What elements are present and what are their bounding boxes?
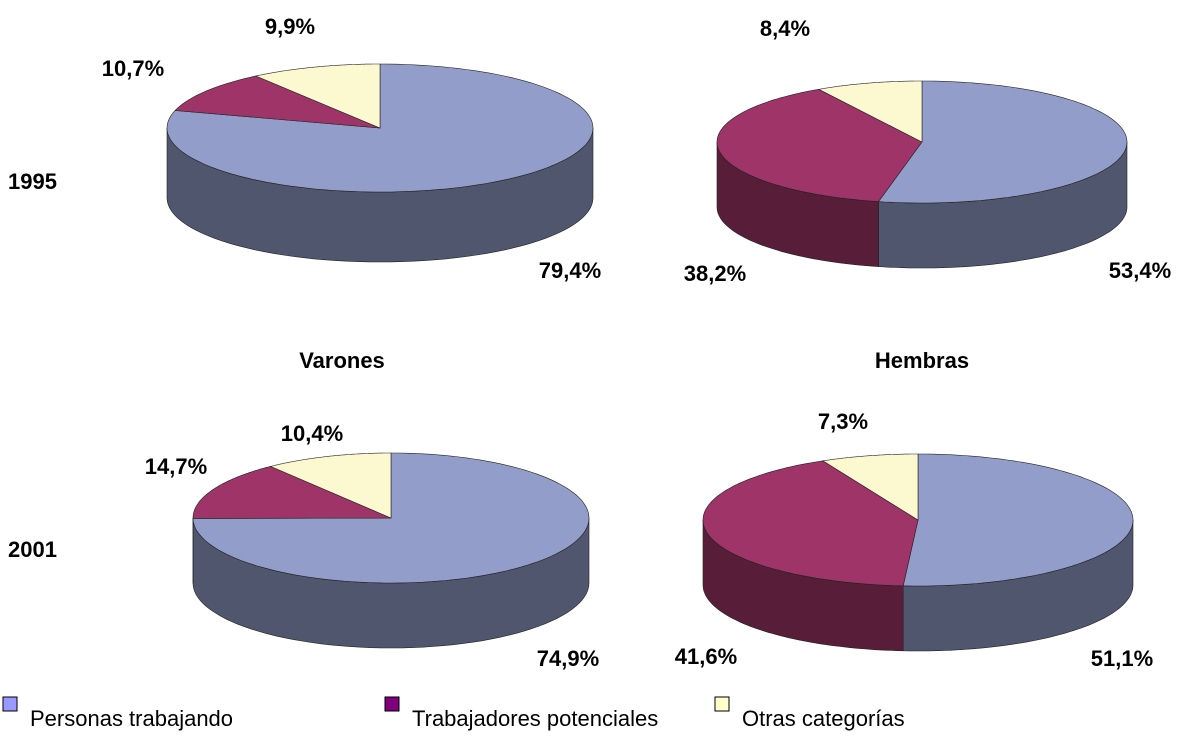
data-label: 51,1% xyxy=(1091,646,1153,671)
pie-slice xyxy=(254,63,381,129)
legend-swatch xyxy=(2,696,18,712)
data-label: 14,7% xyxy=(145,454,207,479)
pie-slice xyxy=(269,452,392,519)
row-label: 2001 xyxy=(8,537,57,562)
column-label: Varones xyxy=(299,348,385,373)
pie-slice xyxy=(817,80,923,143)
pie-slice xyxy=(174,75,381,129)
legend-label: Personas trabajando xyxy=(30,706,233,731)
data-label: 7,3% xyxy=(818,409,868,434)
data-label: 8,4% xyxy=(760,16,810,41)
pie-slice xyxy=(192,466,392,519)
pie-slice xyxy=(877,80,1128,204)
data-label: 53,4% xyxy=(1109,258,1171,283)
data-label: 74,9% xyxy=(537,646,599,671)
data-label: 38,2% xyxy=(684,261,746,286)
column-label: Hembras xyxy=(875,348,969,373)
legend-swatch xyxy=(384,696,400,712)
pie-slice xyxy=(902,453,1134,587)
legend-label: Trabajadores potenciales xyxy=(412,706,658,731)
pie-slice xyxy=(702,460,919,587)
pie-slice xyxy=(821,453,919,521)
data-label: 10,4% xyxy=(281,421,343,446)
data-label: 9,9% xyxy=(265,14,315,39)
pie-slice xyxy=(716,88,923,202)
legend-swatch xyxy=(714,696,730,712)
data-label: 10,7% xyxy=(102,56,164,81)
row-label: 1995 xyxy=(8,169,57,194)
legend-label: Otras categorías xyxy=(742,706,905,731)
data-label: 41,6% xyxy=(675,644,737,669)
data-label: 79,4% xyxy=(539,258,601,283)
